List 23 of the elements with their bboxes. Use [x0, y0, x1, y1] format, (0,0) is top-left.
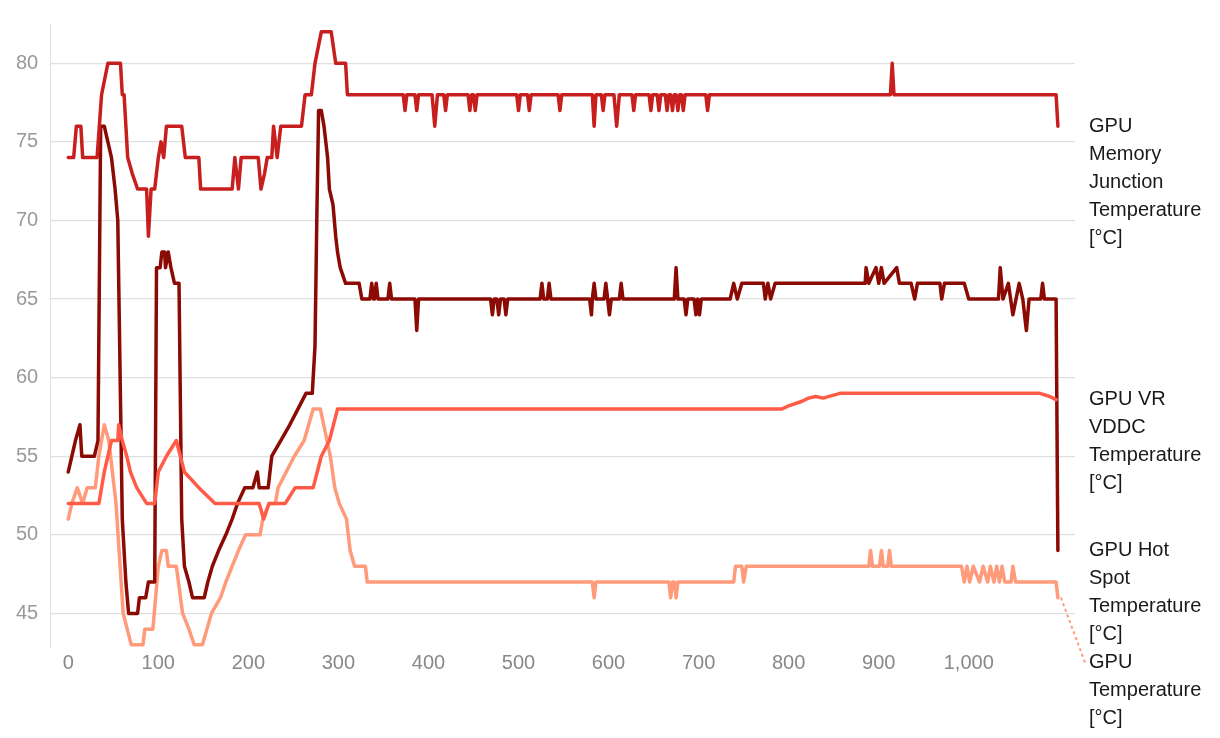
- x-tick-label: 600: [591, 650, 626, 673]
- x-tick-label: 500: [501, 650, 536, 673]
- series-label: GPU VR VDDC Temperature [°C]: [1089, 387, 1202, 494]
- x-tick-label: 0: [62, 650, 74, 673]
- x-tick-label: 400: [411, 650, 446, 673]
- x-tick-label: 900: [862, 650, 896, 673]
- series-label: GPU Hot Spot Temperature [°C]: [1089, 538, 1202, 645]
- x-tick-label: 200: [231, 650, 266, 673]
- y-tick-label: 65: [16, 286, 39, 309]
- y-tick-label: 55: [16, 443, 39, 466]
- y-tick-label: 70: [16, 207, 39, 230]
- text: GPU Temperature [°C]: [1089, 650, 1202, 729]
- x-tick-label: 800: [771, 650, 806, 673]
- x-tick-label: 700: [681, 650, 716, 673]
- y-tick-label: 75: [16, 129, 39, 152]
- y-tick-label: 60: [16, 365, 39, 388]
- series-label: GPU Memory Junction Temperature [°C]: [1089, 113, 1202, 248]
- x-tick-label: 300: [321, 650, 356, 673]
- y-tick-label: 80: [16, 50, 39, 73]
- y-tick-label: 50: [16, 522, 39, 545]
- x-tick-label: 100: [141, 650, 175, 673]
- y-tick-label: 45: [16, 600, 39, 623]
- x-tick-label: 1,000: [943, 650, 994, 673]
